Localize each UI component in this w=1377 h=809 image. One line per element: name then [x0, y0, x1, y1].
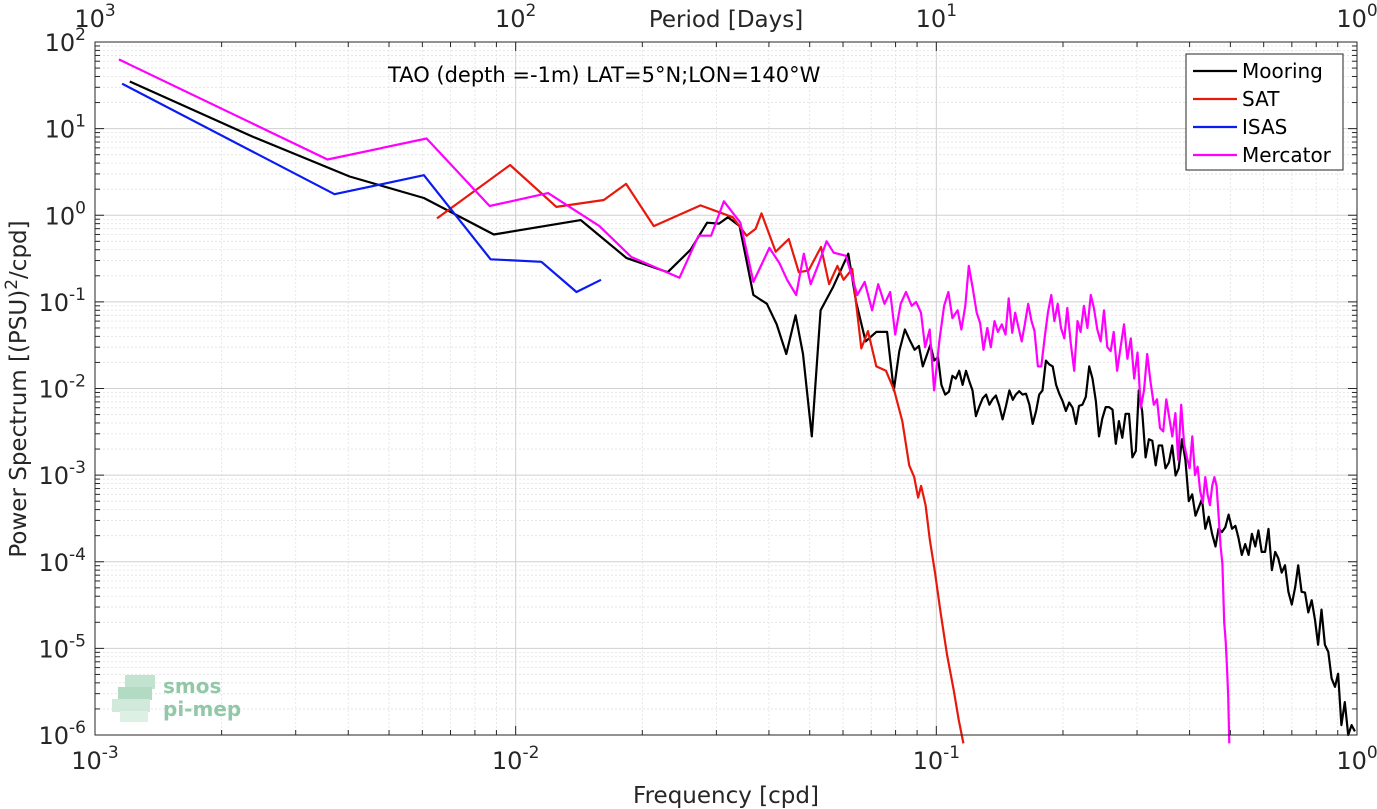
series-line-isas [121, 82, 602, 294]
tick-marks [94, 41, 1358, 736]
legend-label-sat: SAT [1242, 87, 1280, 111]
x-tick-label: 10-3 [71, 743, 119, 775]
y-tick-label-exponent: 2 [75, 25, 86, 45]
y-tick-label: 10-3 [39, 458, 87, 490]
x-tick-labels: 10-3 10-2 10-1 100 [71, 743, 1377, 775]
x-tick-label: 10-2 [492, 743, 540, 775]
legend-box [1185, 53, 1344, 171]
top-axis-label: Period [Days] [649, 7, 803, 33]
y-tick-label: 10-5 [39, 631, 87, 663]
y-tick-label-exponent: -4 [69, 545, 86, 565]
y-tick-label: 10-6 [39, 718, 87, 750]
minor-grid [95, 42, 1357, 735]
y-tick-label-base: 10 [45, 29, 76, 57]
x-tick-label-exponent: 0 [1367, 743, 1377, 763]
y-tick-label-exponent: -2 [69, 372, 86, 392]
series-line-sat [436, 163, 965, 744]
top-tick-labels: 103 102 101 100 [74, 1, 1377, 33]
y-tick-label: 10-4 [39, 545, 87, 577]
x-tick-label: 100 [1336, 743, 1377, 775]
legend-label-mooring: Mooring [1242, 59, 1323, 83]
smos-pi-mep-logo: smos pi-mep [112, 674, 241, 722]
y-tick-label-exponent: -5 [69, 631, 86, 651]
y-tick-label-base: 10 [39, 462, 70, 490]
y-tick-label: 10-2 [39, 372, 87, 404]
y-tick-label: 101 [45, 112, 86, 144]
plot-border [94, 41, 1358, 736]
logo-text-smos: smos [163, 674, 221, 698]
top-tick-label: 103 [74, 1, 115, 33]
top-tick-label-base: 10 [916, 5, 947, 33]
top-tick-label-base: 10 [495, 5, 526, 33]
y-tick-label-base: 10 [39, 635, 70, 663]
top-tick-label-exponent: 0 [1367, 1, 1377, 21]
y-tick-label-base: 10 [45, 116, 76, 144]
legend-label-isas: ISAS [1242, 115, 1287, 139]
x-tick-label-base: 10 [913, 747, 944, 775]
x-tick-label-base: 10 [492, 747, 523, 775]
y-tick-label-base: 10 [39, 376, 70, 404]
top-tick-label-exponent: 3 [105, 1, 116, 21]
y-tick-label: 10-1 [39, 285, 87, 317]
y-axis-label: Power Spectrum [(PSU)2/cpd] [2, 220, 32, 557]
top-tick-label-exponent: 1 [946, 1, 957, 21]
x-tick-label-exponent: -3 [102, 743, 119, 763]
x-tick-label-base: 10 [1336, 747, 1367, 775]
y-tick-label: 102 [45, 25, 86, 57]
y-tick-label-base: 10 [39, 549, 70, 577]
top-tick-label-base: 10 [1336, 5, 1367, 33]
top-tick-label: 100 [1336, 1, 1377, 33]
x-axis-label: Frequency [cpd] [633, 783, 819, 809]
y-tick-label-exponent: 1 [75, 112, 86, 132]
x-tick-label-exponent: -1 [943, 743, 960, 763]
y-tick-label-exponent: -6 [69, 718, 86, 738]
series-line-mercator [118, 58, 1231, 744]
x-tick-label: 10-1 [913, 743, 961, 775]
series-layer [118, 58, 1356, 744]
chart-title: TAO (depth =-1m) LAT=5°N;LON=140°W [387, 63, 821, 87]
y-axis-label-sup: 2 [2, 279, 22, 290]
y-tick-label-exponent: -3 [69, 458, 86, 478]
y-tick-label-base: 10 [45, 202, 76, 230]
x-tick-label-exponent: -2 [522, 743, 539, 763]
legend-label-mercator: Mercator [1242, 143, 1332, 167]
y-tick-label-exponent: 0 [75, 198, 86, 218]
y-axis-label-main: Power Spectrum [(PSU) [6, 290, 32, 558]
y-tick-label-exponent: -1 [69, 285, 86, 305]
top-tick-label-exponent: 2 [526, 1, 537, 21]
x-tick-label-base: 10 [71, 747, 102, 775]
y-axis-label-tail: /cpd] [6, 220, 32, 279]
legend: Mooring SAT ISAS Mercator [1185, 53, 1344, 171]
top-tick-label-base: 10 [74, 5, 105, 33]
top-tick-label: 102 [495, 1, 536, 33]
y-tick-label: 100 [45, 198, 86, 230]
y-tick-label-base: 10 [39, 289, 70, 317]
logo-text-pi-mep: pi-mep [163, 697, 241, 721]
top-tick-label: 101 [916, 1, 957, 33]
y-tick-label-base: 10 [39, 722, 70, 750]
